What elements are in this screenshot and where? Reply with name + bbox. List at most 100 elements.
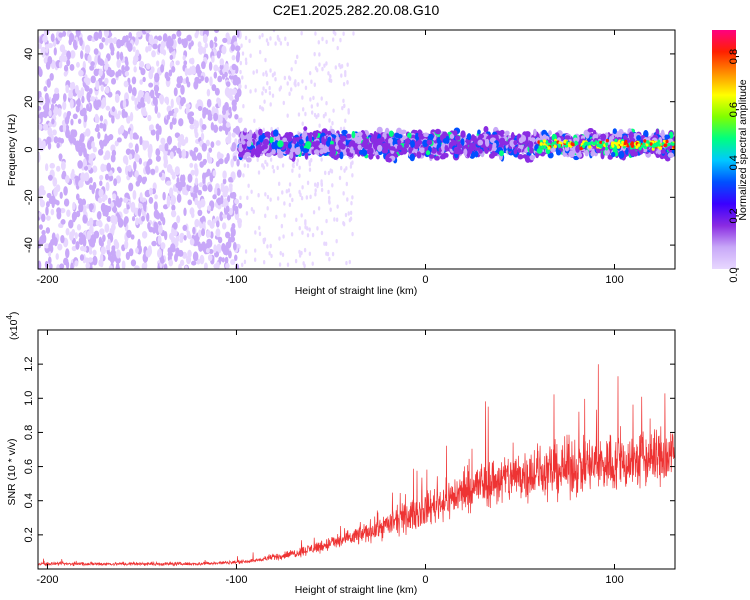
heatmap-cell	[83, 246, 87, 252]
heatmap-cell	[47, 43, 54, 49]
heatmap-cell	[80, 87, 85, 97]
heatmap-cell	[210, 121, 215, 131]
heatmap-cell	[290, 232, 294, 237]
heatmap-cell	[297, 82, 300, 87]
heatmap-cell	[225, 81, 231, 87]
heatmap-cell	[168, 38, 174, 47]
heatmap-cell	[131, 95, 135, 102]
heatmap-cell	[261, 32, 264, 38]
heatmap-cell	[162, 217, 166, 226]
heatmap-cell	[208, 147, 213, 153]
heatmap-cell	[245, 157, 252, 163]
heatmap-cell	[234, 125, 240, 135]
heatmap-cell	[142, 143, 147, 151]
heatmap-cell	[197, 105, 203, 112]
heatmap-cell	[246, 163, 250, 169]
heatmap-cell	[83, 172, 90, 182]
heatmap-cell	[513, 139, 518, 146]
heatmap-cell	[296, 54, 299, 60]
heatmap-cell	[112, 37, 118, 45]
heatmap-cell	[71, 211, 78, 221]
heatmap-cell	[170, 168, 174, 176]
heatmap-cell	[326, 251, 330, 257]
heatmap-cell	[325, 61, 328, 66]
heatmap-cell	[132, 189, 137, 200]
heatmap-cell	[266, 244, 269, 249]
heatmap-cell	[388, 130, 394, 137]
heatmap-cell	[577, 152, 583, 158]
heatmap-cell	[221, 109, 227, 116]
snr-xtick-label: -100	[225, 574, 247, 586]
heatmap-cell	[600, 133, 607, 142]
heatmap-cell	[342, 126, 346, 131]
heatmap-cell	[81, 198, 87, 206]
heatmap-cell	[286, 81, 289, 86]
heatmap-cell	[208, 248, 214, 254]
heatmap-cell	[169, 232, 174, 241]
heatmap-cell	[615, 142, 619, 146]
heatmap-cell	[140, 97, 145, 106]
heatmap-cell	[361, 133, 367, 140]
heatmap-cell	[317, 40, 320, 45]
heatmap-cell	[44, 101, 50, 110]
heatmap-cell	[194, 177, 199, 186]
heatmap-cell	[232, 241, 237, 251]
heatmap-cell	[278, 37, 281, 43]
heatmap-cell	[298, 189, 301, 195]
heatmap-cell	[99, 115, 104, 122]
heatmap-cell	[118, 126, 125, 134]
heatmap-cell	[294, 258, 298, 264]
heatmap-cell	[301, 121, 304, 126]
heatmap-cell	[244, 35, 248, 41]
heatmap-cell	[104, 133, 108, 144]
heatmap-cell	[89, 264, 93, 269]
heatmap-cell	[460, 130, 466, 139]
heatmap-cell	[373, 143, 378, 150]
heatmap-cell	[250, 206, 254, 212]
heatmap-cell	[303, 126, 308, 131]
heatmap-cell	[564, 135, 571, 140]
heatmap-cell	[38, 139, 43, 149]
heatmap-cell	[528, 141, 533, 149]
heatmap-cell	[141, 262, 146, 269]
colorbar-tick-label: 0.6	[728, 102, 740, 117]
heatmap-cell	[111, 106, 116, 113]
heatmap-cell	[83, 113, 88, 123]
heatmap-cell	[154, 86, 159, 97]
heatmap-cell	[377, 144, 383, 152]
heatmap-cell	[346, 197, 349, 202]
heatmap-cell	[240, 117, 243, 122]
heatmap-cell	[150, 168, 156, 175]
heatmap-cell	[563, 139, 567, 144]
heatmap-cell	[104, 208, 109, 217]
heatmap-cell	[154, 165, 159, 173]
heatmap-cell	[213, 244, 217, 253]
heatmap-cell	[148, 196, 154, 204]
heatmap-cell	[314, 192, 317, 197]
heatmap-cell	[608, 136, 613, 143]
heatmap-cell	[66, 50, 71, 60]
heatmap-cell	[368, 152, 374, 160]
heatmap-cell	[298, 165, 301, 170]
heatmap-cell	[241, 140, 246, 145]
heatmap-cell	[193, 184, 199, 194]
heatmap-cell	[264, 57, 267, 63]
heatmap-cell	[148, 69, 154, 80]
heatmap-cell	[188, 116, 194, 125]
heatmap-cell	[195, 30, 200, 37]
heatmap-cell	[327, 130, 332, 136]
heatmap-cell	[410, 140, 415, 148]
heatmap-cell	[235, 263, 240, 269]
heatmap-cell	[204, 76, 209, 83]
heatmap-cell	[517, 153, 524, 160]
heatmap-cell	[150, 129, 156, 136]
heatmap-cell	[202, 172, 206, 182]
heatmap-cell	[42, 123, 49, 131]
heatmap-cell	[152, 38, 158, 45]
heatmap-cell	[346, 80, 349, 85]
heatmap-cell	[449, 133, 455, 139]
heatmap-cell	[257, 170, 261, 175]
heatmap-cell	[346, 133, 352, 139]
heatmap-cell	[139, 90, 144, 97]
heatmap-cell	[55, 253, 59, 260]
